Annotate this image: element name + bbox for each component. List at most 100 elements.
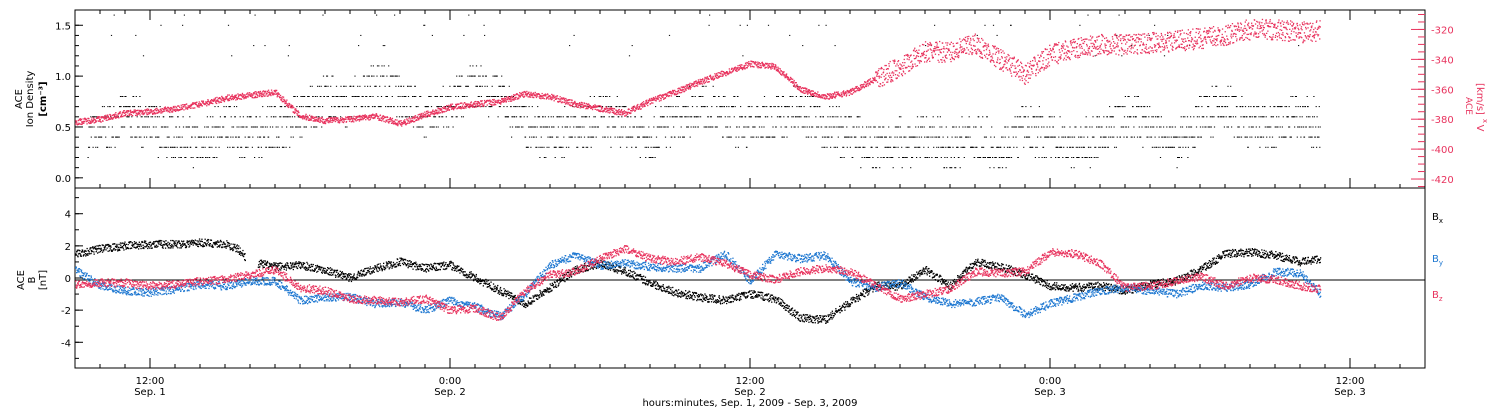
density-point — [318, 85, 320, 87]
density-point — [1054, 136, 1056, 138]
vx-point — [222, 97, 224, 99]
density-point — [574, 116, 577, 118]
vx-point — [168, 108, 171, 110]
vx-point — [637, 103, 639, 106]
vx-point — [694, 81, 697, 83]
density-point — [613, 116, 615, 118]
vx-point — [337, 121, 340, 123]
vx-point — [559, 100, 561, 102]
vx-point — [690, 84, 693, 86]
density-point — [814, 136, 816, 138]
vx-point — [645, 101, 647, 103]
density-point — [1077, 157, 1079, 158]
vx-point — [563, 101, 565, 104]
density-point — [872, 157, 874, 158]
vx-point — [359, 119, 361, 121]
density-point — [421, 126, 423, 128]
density-point — [241, 157, 243, 158]
vx-point — [502, 100, 504, 102]
density-point — [525, 106, 527, 108]
density-point — [183, 14, 185, 16]
density-point — [509, 96, 511, 97]
vx-point — [108, 117, 111, 119]
density-point — [503, 106, 505, 108]
vx-point — [697, 81, 699, 84]
vx-point — [431, 113, 433, 115]
vx-point — [348, 120, 351, 122]
density-point — [478, 75, 480, 77]
density-point — [799, 106, 801, 108]
density-point — [1002, 136, 1004, 138]
density-point — [968, 126, 970, 128]
vx-point — [591, 107, 593, 109]
vx-point — [721, 73, 724, 75]
density-point — [1299, 116, 1301, 118]
density-point — [581, 116, 583, 118]
density-point — [665, 146, 667, 148]
density-point — [966, 136, 968, 138]
vx-point — [182, 104, 184, 106]
vx-point — [174, 108, 176, 110]
vx-point — [594, 105, 597, 107]
vx-point — [715, 74, 717, 76]
density-point — [955, 126, 957, 128]
density-point — [565, 126, 567, 128]
density-point — [1290, 96, 1292, 97]
density-point — [777, 96, 779, 97]
density-point — [485, 75, 487, 77]
density-point — [566, 116, 568, 118]
vx-point — [97, 120, 99, 122]
vx-point — [156, 109, 158, 112]
density-point — [913, 136, 915, 138]
density-point — [603, 116, 605, 118]
vx-point — [309, 114, 311, 116]
density-point — [357, 96, 359, 97]
density-point — [1045, 157, 1047, 158]
density-point — [1144, 126, 1146, 128]
density-point — [478, 96, 480, 97]
density-point — [724, 96, 726, 97]
density-point — [1229, 116, 1231, 118]
density-point — [658, 146, 660, 148]
density-point — [1096, 116, 1099, 118]
density-point — [934, 24, 936, 26]
density-point — [1028, 136, 1030, 138]
density-point — [471, 75, 473, 77]
vx-point — [330, 121, 332, 123]
vx-point — [249, 94, 251, 96]
density-point — [835, 106, 838, 108]
density-point — [1319, 126, 1321, 128]
vx-point — [379, 119, 381, 121]
density-point — [982, 116, 984, 118]
density-point — [817, 126, 820, 128]
density-point — [932, 116, 934, 118]
vx-point — [120, 115, 122, 117]
vx-point — [531, 95, 534, 97]
density-point — [608, 116, 610, 118]
density-point — [761, 126, 763, 128]
density-point — [960, 146, 962, 148]
vx-point — [378, 118, 380, 120]
vx-point — [634, 109, 637, 112]
density-point — [1073, 136, 1076, 138]
vx-point — [134, 110, 136, 113]
vx-point — [460, 102, 462, 104]
vx-point — [293, 111, 295, 113]
density-point — [1263, 116, 1265, 118]
density-point — [977, 157, 979, 158]
density-point — [307, 96, 309, 97]
density-point — [1008, 136, 1010, 138]
density-point — [934, 136, 936, 138]
density-point — [845, 116, 847, 118]
density-point — [798, 106, 800, 108]
vx-point — [208, 100, 210, 103]
vx-point — [318, 117, 321, 119]
vx-point — [176, 109, 178, 111]
density-point — [585, 146, 587, 148]
density-point — [1226, 96, 1228, 97]
density-point — [1217, 116, 1220, 118]
density-point — [655, 106, 657, 108]
vx-point — [183, 109, 185, 111]
vx-point — [678, 87, 680, 89]
vx-point — [105, 117, 107, 120]
